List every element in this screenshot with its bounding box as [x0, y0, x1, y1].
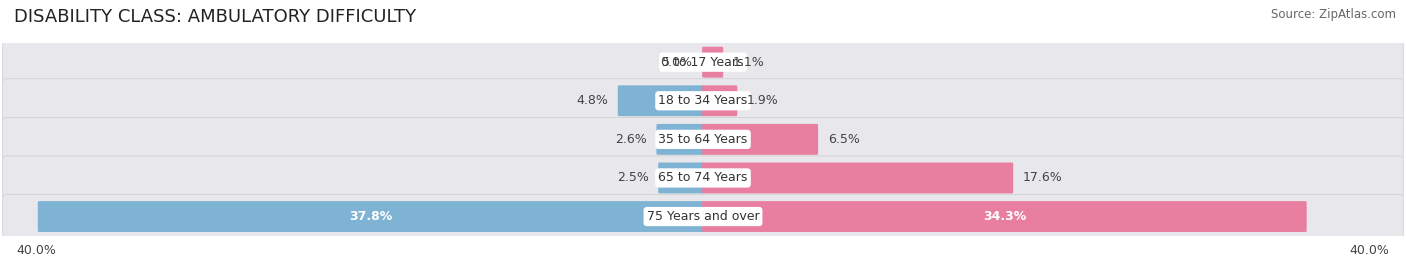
Text: 75 Years and over: 75 Years and over: [647, 210, 759, 223]
FancyBboxPatch shape: [702, 47, 723, 78]
FancyBboxPatch shape: [3, 79, 1403, 123]
Text: 4.8%: 4.8%: [576, 94, 609, 107]
FancyBboxPatch shape: [702, 201, 1306, 232]
Text: 40.0%: 40.0%: [17, 244, 56, 257]
FancyBboxPatch shape: [702, 124, 818, 155]
FancyBboxPatch shape: [3, 117, 1403, 161]
Text: 35 to 64 Years: 35 to 64 Years: [658, 133, 748, 146]
Text: 18 to 34 Years: 18 to 34 Years: [658, 94, 748, 107]
FancyBboxPatch shape: [3, 156, 1403, 200]
Text: 34.3%: 34.3%: [983, 210, 1026, 223]
FancyBboxPatch shape: [702, 162, 1014, 193]
Text: 65 to 74 Years: 65 to 74 Years: [658, 172, 748, 184]
FancyBboxPatch shape: [658, 162, 704, 193]
Text: 2.6%: 2.6%: [614, 133, 647, 146]
FancyBboxPatch shape: [38, 201, 704, 232]
FancyBboxPatch shape: [617, 85, 704, 116]
Text: 37.8%: 37.8%: [349, 210, 392, 223]
Text: 1.9%: 1.9%: [747, 94, 779, 107]
FancyBboxPatch shape: [702, 85, 737, 116]
Text: 2.5%: 2.5%: [617, 172, 648, 184]
Text: DISABILITY CLASS: AMBULATORY DIFFICULTY: DISABILITY CLASS: AMBULATORY DIFFICULTY: [14, 8, 416, 26]
FancyBboxPatch shape: [3, 40, 1403, 84]
Text: 17.6%: 17.6%: [1024, 172, 1063, 184]
FancyBboxPatch shape: [3, 195, 1403, 239]
Text: 0.0%: 0.0%: [661, 56, 693, 69]
Text: 5 to 17 Years: 5 to 17 Years: [662, 56, 744, 69]
FancyBboxPatch shape: [657, 124, 704, 155]
Text: Source: ZipAtlas.com: Source: ZipAtlas.com: [1271, 8, 1396, 21]
Text: 6.5%: 6.5%: [828, 133, 859, 146]
Text: 40.0%: 40.0%: [1350, 244, 1389, 257]
Text: 1.1%: 1.1%: [733, 56, 765, 69]
